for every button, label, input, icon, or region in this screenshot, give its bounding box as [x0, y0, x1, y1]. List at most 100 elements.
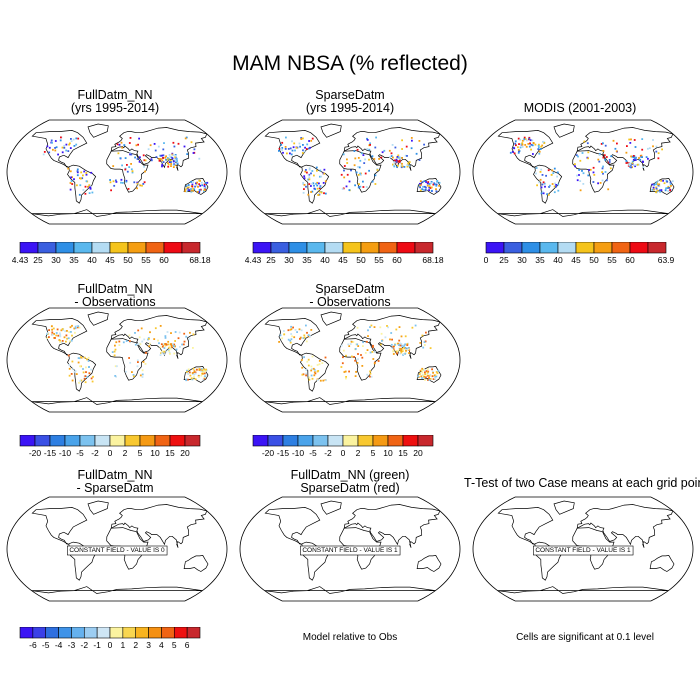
- station-dot: [438, 184, 440, 187]
- station-dot: [361, 365, 364, 367]
- coastline: [67, 352, 97, 392]
- station-dot: [342, 187, 345, 190]
- station-dot: [359, 172, 361, 175]
- station-dot: [71, 183, 74, 185]
- station-dot: [43, 151, 46, 153]
- station-dot: [396, 166, 398, 168]
- station-dot: [305, 374, 307, 377]
- station-dot: [142, 183, 145, 185]
- station-dot: [126, 164, 128, 166]
- station-dot: [633, 139, 636, 141]
- station-dot: [305, 340, 308, 343]
- station-dot: [433, 377, 436, 379]
- colorbar-swatch: [372, 435, 389, 447]
- colorbar-swatch: [557, 242, 577, 254]
- station-dot: [670, 185, 672, 187]
- station-dot: [308, 376, 311, 379]
- colorbar-swatch: [19, 242, 39, 254]
- station-dot: [308, 378, 311, 381]
- coastline: [264, 397, 436, 405]
- colorbar-swatch: [83, 627, 98, 639]
- station-dot: [125, 370, 127, 373]
- station-dot: [198, 183, 201, 186]
- station-dot: [136, 182, 139, 185]
- coastline: [31, 397, 203, 405]
- colorbar-swatch: [135, 627, 149, 639]
- coastline: [320, 123, 342, 138]
- station-dot: [281, 337, 284, 340]
- station-dot: [164, 335, 167, 337]
- station-dot: [172, 166, 175, 168]
- station-dot: [117, 152, 120, 155]
- station-dot: [371, 351, 374, 353]
- station-dot: [198, 191, 201, 193]
- station-dot: [406, 343, 409, 345]
- station-dot: [133, 181, 136, 184]
- station-dot: [303, 184, 306, 186]
- station-dot: [530, 148, 532, 151]
- station-dot: [130, 168, 133, 171]
- station-dot: [70, 176, 72, 179]
- station-dot: [134, 343, 137, 346]
- station-dot: [316, 169, 318, 172]
- station-dot: [437, 369, 440, 372]
- station-dot: [120, 141, 123, 144]
- station-dot: [362, 180, 364, 183]
- station-dot: [360, 173, 362, 176]
- station-dot: [60, 329, 63, 332]
- map-outline: [472, 119, 694, 225]
- station-dot: [313, 368, 316, 371]
- colorbar-sparsedatm-obs: -20 -15 -10 -5 -2 0 2 5 10 15 20: [252, 435, 434, 458]
- station-dot: [404, 343, 407, 346]
- station-dot: [589, 168, 592, 171]
- station-dot: [665, 187, 667, 190]
- map-outline: [6, 307, 228, 413]
- station-dot: [90, 171, 93, 174]
- station-dot: [63, 336, 66, 339]
- station-dot: [170, 161, 172, 163]
- station-dot: [319, 186, 322, 188]
- station-dot: [634, 165, 636, 168]
- station-dot: [282, 151, 284, 154]
- coastline: [576, 504, 674, 548]
- station-dot: [161, 154, 164, 157]
- station-dot: [293, 142, 296, 145]
- station-dot: [205, 368, 207, 371]
- station-dot: [396, 352, 398, 355]
- station-dot: [410, 147, 413, 150]
- station-dot: [162, 157, 164, 159]
- station-dot: [538, 181, 541, 184]
- station-dot: [631, 162, 634, 165]
- station-dot: [169, 347, 172, 350]
- station-dot: [280, 147, 282, 150]
- station-dot: [318, 360, 321, 362]
- colorbar-swatch: [593, 242, 613, 254]
- colorbar-swatch: [324, 242, 344, 254]
- station-dot: [299, 145, 301, 148]
- station-dot: [301, 366, 304, 369]
- station-dot: [198, 179, 201, 182]
- station-dots: [46, 324, 208, 384]
- station-dot: [176, 162, 179, 165]
- station-dot: [184, 137, 187, 140]
- station-dot: [429, 187, 432, 189]
- station-dot: [379, 326, 382, 329]
- map-outline: [472, 496, 694, 602]
- station-dot: [291, 149, 294, 152]
- station-dot: [287, 148, 290, 150]
- station-dot: [52, 148, 54, 151]
- station-dot: [419, 189, 422, 192]
- station-dot: [174, 164, 177, 166]
- station-dot: [587, 174, 590, 177]
- station-dot: [65, 143, 68, 146]
- station-dot: [389, 338, 391, 341]
- station-dot: [318, 190, 321, 193]
- station-dot: [428, 185, 431, 187]
- colorbar-label: 25: [266, 255, 276, 265]
- station-dot: [127, 188, 130, 190]
- station-dot: [520, 143, 523, 146]
- station-dot: [588, 169, 590, 171]
- station-dot: [83, 377, 86, 380]
- map-outline: [6, 119, 228, 225]
- station-dot: [669, 189, 671, 192]
